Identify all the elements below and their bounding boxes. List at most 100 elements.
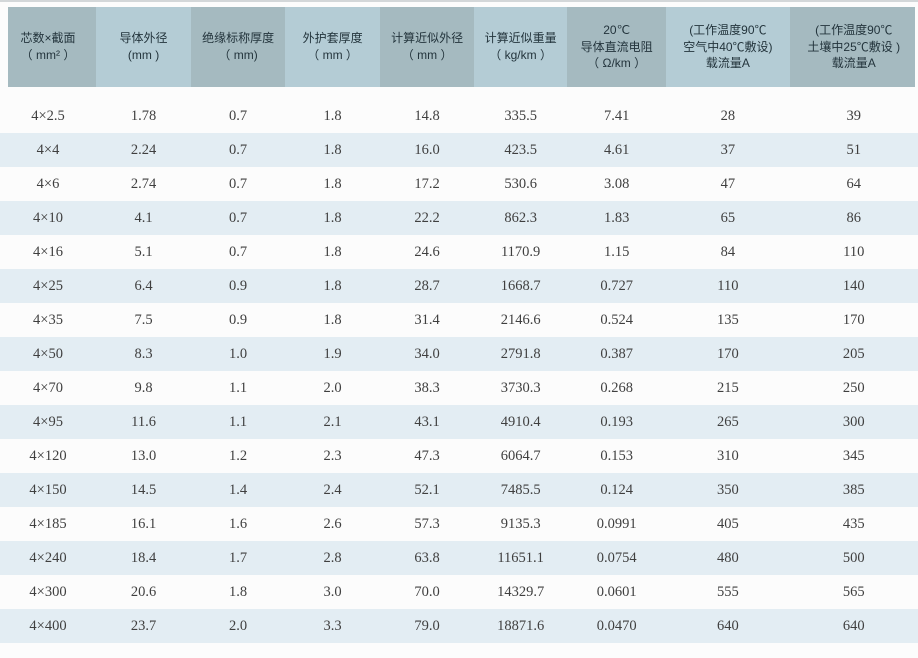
header-line: (工作温度90℃ [689,22,767,37]
table-cell: 0.7 [191,133,286,167]
header-line: (mm ) [127,48,160,62]
table-cell: 480 [666,541,790,575]
header-line: （ Ω/km ） [587,56,647,71]
table-cell: 6.4 [96,269,192,303]
row-label-cell: 4×35 [33,311,63,328]
table-cell: 300 [789,405,918,439]
header-line: 载流量A [831,56,876,71]
column-header-insulation-nominal-thickness: 绝缘标称厚度 （ mm) [191,7,286,87]
table-cell: 84 [720,243,736,260]
header-line: 外护套厚度 [302,31,363,46]
table-cell: 47.3 [414,447,440,464]
table-cell: 2.8 [285,541,381,575]
table-cell: 64 [846,175,862,192]
header-line: （ mm ） [401,48,453,62]
table-cell: 8.3 [96,337,192,371]
table-cell: 1.15 [603,243,630,260]
table-cell: 16.0 [380,133,475,167]
table-header: 芯数×截面 （ mm² ） 导体外径 (mm ) 绝缘标称厚度 （ mm) 外护套厚度 （ m… [0,7,918,87]
table-row: 4×2.5 1.78 0.7 1.8 14.8 335.5 7.41 28 39 [0,99,918,133]
table-cell: 1.8 [323,107,342,124]
row-label-cell: 4×240 [0,541,97,575]
table-cell: 0.153 [600,447,633,464]
table-cell: 1170.9 [500,243,541,260]
table-row: 4×4 2.24 0.7 1.8 16.0 423.5 4.61 37 51 [0,133,918,167]
table-cell: 18.4 [96,541,192,575]
table-cell: 38.3 [414,379,440,396]
table-cell: 28.7 [380,269,475,303]
header-line: 导体外径 [119,31,168,46]
table-cell: 6064.7 [500,447,541,464]
row-label-cell: 4×50 [0,337,97,371]
table-cell: 63.8 [380,541,475,575]
table-cell: 9135.3 [500,515,541,532]
row-label-cell: 4×70 [33,379,63,396]
column-header-core-count-section: 芯数×截面 （ mm² ） [0,7,97,87]
table-cell: 4910.4 [474,405,568,439]
column-header-ampacity-air-40c: (工作温度90℃ 空气中40℃敷设) 载流量A [666,7,790,87]
header-line: 计算近似外径 [391,31,464,46]
table-cell: 18871.6 [474,609,568,643]
table-cell: 51 [789,133,918,167]
table-cell: 2.6 [323,515,342,532]
table-row: 4×70 9.8 1.1 2.0 38.3 3730.3 0.268 215 250 [0,371,918,405]
table-cell: 47 [720,175,736,192]
table-row: 4×35 7.5 0.9 1.8 31.4 2146.6 0.524 135 170 [0,303,918,337]
table-cell: 170 [842,311,865,328]
table-cell: 0.9 [191,269,286,303]
table-cell: 0.0601 [596,583,637,600]
header-row: 芯数×截面 （ mm² ） 导体外径 (mm ) 绝缘标称厚度 （ mm) 外护套厚度 （ m… [0,7,918,87]
table-cell: 140 [789,269,918,303]
table-row: 4×10 4.1 0.7 1.8 22.2 862.3 1.83 65 86 [0,201,918,235]
header-line: 计算近似重量 [484,31,557,46]
table-cell: 0.124 [567,473,667,507]
row-label-cell: 4×25 [0,269,97,303]
table-cell: 0.193 [567,405,667,439]
table-cell: 265 [666,405,790,439]
table-cell: 1.0 [191,337,286,371]
row-label-cell: 4×16 [33,243,63,260]
table-cell: 4.61 [567,133,667,167]
table-row: 4×240 18.4 1.7 2.8 63.8 11651.1 0.0754 480 500 [0,541,918,575]
table-cell: 14.8 [414,107,440,124]
header-line: 土壤中25℃敷设 ) [807,39,901,54]
header-line: 空气中40℃敷设) [683,39,773,54]
column-header-ampacity-soil-25c: (工作温度90℃ 土壤中25℃敷设 ) 载流量A [789,7,918,87]
table-cell: 135 [716,311,739,328]
table-cell: 1.9 [285,337,381,371]
table-cell: 11651.1 [474,541,568,575]
header-line: 芯数×截面 [20,31,76,46]
header-line: （ mm² ） [20,48,76,62]
column-header-calc-approx-weight: 计算近似重量 （ kg/km ） [474,7,568,87]
table-cell: 1.7 [191,541,286,575]
table-cell: 52.1 [380,473,475,507]
row-label-cell: 4×4 [0,133,97,167]
table-cell: 37 [666,133,790,167]
table-cell: 1.1 [191,405,286,439]
row-label-cell: 4×6 [36,175,60,192]
table-cell: 2.74 [130,175,157,192]
row-label-cell: 4×95 [0,405,97,439]
header-line: （ mm) [218,48,258,62]
table-cell: 0.0991 [596,515,637,532]
column-header-outer-sheath-thickness: 外护套厚度 （ mm ） [285,7,381,87]
table-cell: 43.1 [380,405,475,439]
table-cell: 9.8 [134,379,153,396]
table-cell: 110 [843,243,865,260]
table-cell: 79.0 [380,609,475,643]
table-row: 4×300 20.6 1.8 3.0 70.0 14329.7 0.0601 555 565 [0,575,918,609]
table-cell: 565 [842,583,865,600]
table-cell: 2.24 [96,133,192,167]
row-label-cell: 4×400 [0,609,97,643]
table-cell: 1.2 [229,447,248,464]
table-cell: 385 [789,473,918,507]
table-cell: 3.08 [603,175,630,192]
table-cell: 423.5 [474,133,568,167]
table-cell: 405 [716,515,739,532]
column-header-conductor-diameter: 导体外径 (mm ) [96,7,192,87]
table-cell: 1.83 [567,201,667,235]
table-cell: 1.8 [285,201,381,235]
header-line: 导体直流电阻 [580,39,653,54]
table-cell: 70.0 [414,583,440,600]
